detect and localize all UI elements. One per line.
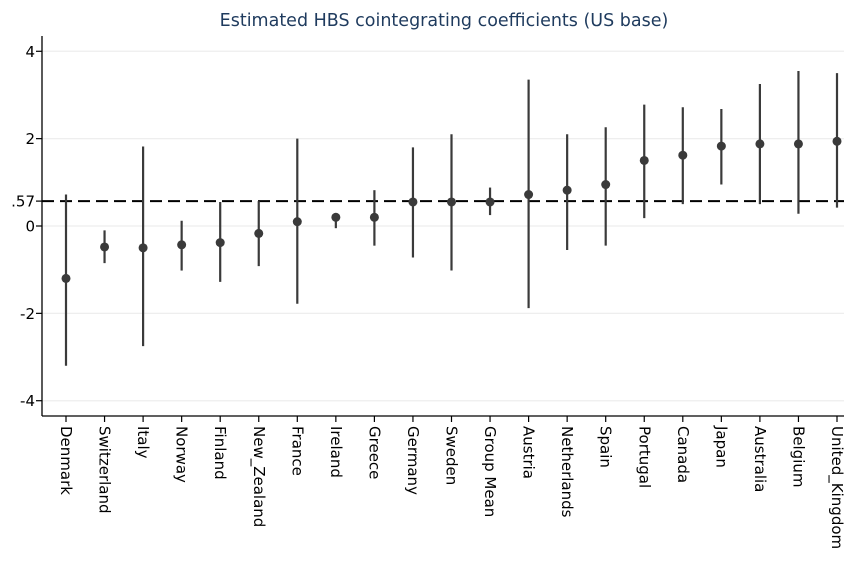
x-tick-label: Switzerland xyxy=(96,426,114,514)
gridlines xyxy=(42,50,844,402)
x-tick-label: Italy xyxy=(134,426,152,459)
point-estimate xyxy=(832,136,842,146)
x-tick-label: Netherlands xyxy=(558,426,576,518)
point-estimates xyxy=(61,136,842,283)
y-tick-label: 2 xyxy=(25,130,35,148)
x-tick-label: Finland xyxy=(211,426,229,480)
point-estimate xyxy=(639,155,649,165)
x-tick-label: Germany xyxy=(404,426,422,495)
y-tick-label: -2 xyxy=(20,305,35,323)
point-estimate xyxy=(716,141,726,151)
x-tick-label: Norway xyxy=(173,426,191,483)
y-tick-label: -4 xyxy=(20,392,35,410)
point-estimate xyxy=(447,197,456,207)
point-estimate xyxy=(755,139,765,149)
point-estimate xyxy=(793,139,803,149)
point-estimate xyxy=(254,228,264,238)
x-tick-labels: Denmark Switzerland Italy Norway Finland New_… xyxy=(57,425,844,549)
x-tick-label: Portugal xyxy=(635,426,653,488)
x-tick-label: Sweden xyxy=(443,426,461,485)
point-estimate xyxy=(562,185,572,195)
point-estimate xyxy=(601,180,611,190)
axes xyxy=(36,36,844,422)
point-estimate xyxy=(369,212,379,222)
x-tick-label: United_Kingdom xyxy=(827,426,844,549)
x-tick-label: Belgium xyxy=(789,426,807,488)
x-tick-label: Australia xyxy=(751,426,769,492)
x-tick-label: Denmark xyxy=(57,426,75,495)
point-estimate xyxy=(408,197,418,207)
x-tick-label: Canada xyxy=(674,426,692,483)
point-estimate xyxy=(61,273,71,283)
confidence-intervals xyxy=(64,70,839,366)
y-tick-label: .57 xyxy=(11,193,35,211)
x-tick-label: Spain xyxy=(597,426,615,468)
y-tick-labels: 4 2 .57 0 -2 -4 xyxy=(11,43,35,410)
point-estimate xyxy=(215,238,225,248)
x-tick-label: Austria xyxy=(520,426,538,479)
x-tick-label: Japan xyxy=(712,425,730,468)
x-tick-label: New_Zealand xyxy=(249,426,268,527)
point-estimate xyxy=(138,243,148,253)
x-tick-label: Greece xyxy=(365,426,383,479)
point-estimate xyxy=(485,197,495,207)
point-estimate xyxy=(524,190,534,200)
y-tick-label: 4 xyxy=(25,43,35,61)
point-estimate xyxy=(292,217,302,227)
x-tick-label: Group Mean xyxy=(481,426,499,517)
x-tick-label: Ireland xyxy=(327,426,345,478)
x-tick-label: France xyxy=(288,426,306,476)
point-estimate xyxy=(331,212,341,222)
point-estimate xyxy=(177,240,187,250)
chart-title: Estimated HBS cointegrating coefficients… xyxy=(220,11,669,31)
y-tick-label: 0 xyxy=(25,218,35,236)
point-estimate xyxy=(678,150,688,160)
point-estimate xyxy=(100,242,110,252)
